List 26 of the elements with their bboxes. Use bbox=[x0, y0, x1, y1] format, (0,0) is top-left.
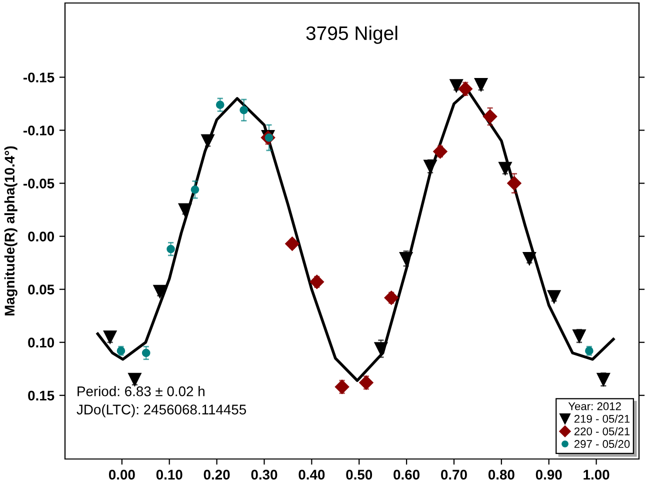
legend-title: Year: 2012 bbox=[568, 402, 621, 410]
x-tick-label: 0.00 bbox=[108, 470, 135, 480]
y-tick-label: -0.10 bbox=[23, 126, 54, 136]
x-tick-label: 0.70 bbox=[441, 470, 467, 480]
y-tick-label: 0.15 bbox=[28, 390, 54, 401]
x-tick-label: 0.80 bbox=[488, 470, 514, 480]
annotation: Period: 6.83 ± 0.02 h bbox=[78, 386, 204, 396]
x-tick-label: 0.90 bbox=[536, 470, 562, 480]
text: 3795 Nigel bbox=[306, 26, 398, 44]
annotation: JDo(LTC): 2456068.114455 bbox=[76, 404, 246, 418]
x-tick-label: 0.30 bbox=[251, 470, 278, 480]
y-tick-label: 0.05 bbox=[28, 284, 54, 294]
legend-label: 297 - 05/20 bbox=[574, 440, 630, 448]
legend-label: 219 - 05/21 bbox=[574, 414, 630, 423]
x-tick-label: 0.10 bbox=[156, 470, 182, 480]
y-tick-label: -0.15 bbox=[23, 72, 54, 82]
x-tick-label: 0.50 bbox=[346, 470, 372, 480]
y-axis-title: Magnitude(R) alpha(10.4°) bbox=[4, 146, 18, 316]
x-tick-label: 1.00 bbox=[584, 470, 610, 480]
x-tick-label: 0.60 bbox=[394, 470, 420, 480]
x-tick-label: 0.40 bbox=[298, 470, 325, 480]
y-tick-label: 0.00 bbox=[28, 232, 54, 242]
x-tick-label: 0.20 bbox=[204, 470, 230, 480]
y-tick-label: 0.10 bbox=[28, 338, 54, 348]
legend-label: 220 - 05/21 bbox=[574, 427, 630, 436]
y-tick-label: -0.05 bbox=[23, 178, 54, 188]
